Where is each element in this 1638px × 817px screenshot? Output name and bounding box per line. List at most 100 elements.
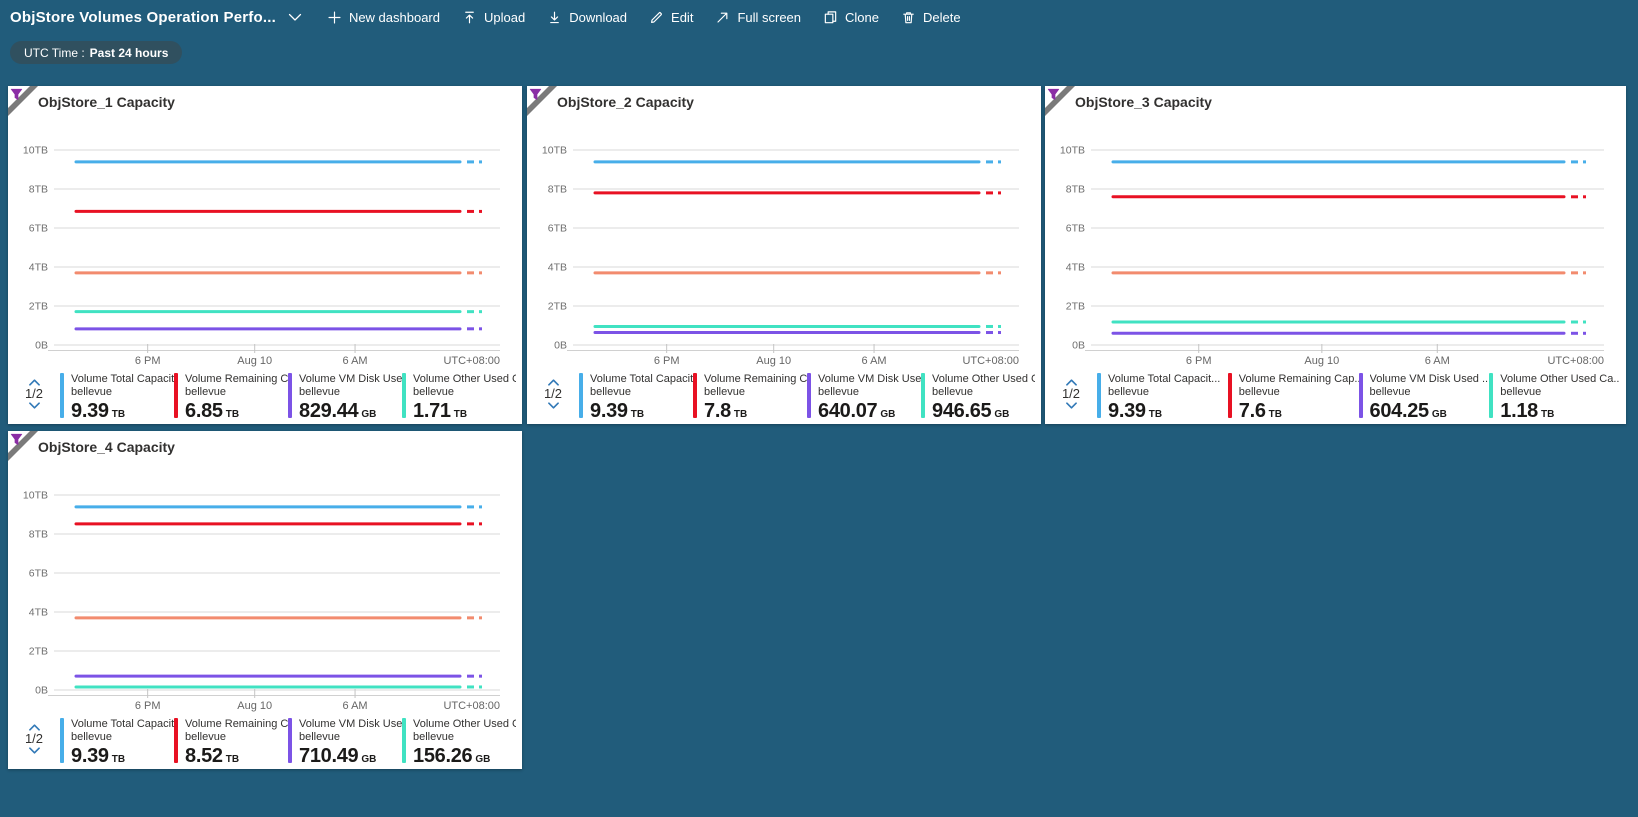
legend-page-up-button[interactable] [27, 723, 42, 732]
legend-item[interactable]: Volume VM Disk Used ... bellevue 710.49 … [288, 718, 402, 768]
legend-item[interactable]: Volume Total Capacit... bellevue 9.39 TB [60, 718, 174, 768]
fullscreen-button[interactable]: Full screen [704, 5, 812, 30]
series-value: 946.65 GB [932, 400, 1035, 423]
series-value: 9.39 TB [1108, 400, 1220, 423]
svg-text:6TB: 6TB [1066, 223, 1085, 235]
series-label: Volume Remaining Cap... [1238, 373, 1359, 385]
legend-item[interactable]: Volume Total Capacit... bellevue 9.39 TB [579, 373, 693, 423]
series-value: 829.44 GB [299, 400, 402, 423]
svg-text:6 AM: 6 AM [343, 355, 368, 367]
series-value: 710.49 GB [299, 745, 402, 768]
series-resource: bellevue [932, 386, 973, 398]
delete-button[interactable]: Delete [890, 5, 972, 30]
time-range-pill[interactable]: UTC Time : Past 24 hours [10, 41, 183, 64]
series-color-bar [60, 373, 64, 418]
series-color-bar [921, 373, 925, 418]
series-value: 640.07 GB [818, 400, 921, 423]
svg-text:4TB: 4TB [1066, 262, 1085, 274]
legend-page-down-button[interactable] [27, 746, 42, 755]
series-resource: bellevue [71, 731, 112, 743]
capacity-chart[interactable]: 10TB 8TB 6TB 4TB 2TB 0B 6 PM Aug 10 6 AM UTC+08:0… [1045, 86, 1626, 370]
series-value: 7.8 TB [704, 400, 807, 423]
legend-text: Volume VM Disk Used ... bellevue 710.49 … [299, 718, 402, 768]
legend-item[interactable]: Volume VM Disk Used ... bellevue 640.07 … [807, 373, 921, 423]
series-color-bar [402, 373, 406, 418]
series-value-unit: GB [475, 754, 491, 765]
filter-funnel-icon [527, 86, 557, 116]
legend-item[interactable]: Volume Remaining Cap... bellevue 8.52 TB [174, 718, 288, 768]
series-value-number: 9.39 [71, 745, 109, 767]
legend-item[interactable]: Volume Other Used Ca... bellevue 1.71 TB [402, 373, 516, 423]
legend-item[interactable]: Volume Remaining Cap... bellevue 7.8 TB [693, 373, 807, 423]
legend-item[interactable]: Volume Other Used Ca... bellevue 946.65 … [921, 373, 1035, 423]
svg-text:0B: 0B [554, 340, 567, 352]
tile-objstore-3[interactable]: ObjStore_4 Capacity 10TB 8TB 6TB 4TB 2TB 0B 6 … [8, 431, 522, 769]
series-resource: bellevue [185, 731, 226, 743]
dashboard-selector[interactable]: ObjStore Volumes Operation Perfo... [10, 9, 302, 26]
series-resource: bellevue [1369, 386, 1411, 398]
series-color-bar [174, 373, 178, 418]
edit-icon [649, 10, 664, 25]
capacity-chart[interactable]: 10TB 8TB 6TB 4TB 2TB 0B 6 PM Aug 10 6 AM UTC+08:0… [8, 431, 522, 715]
legend-item[interactable]: Volume Other Used Ca... bellevue 1.18 TB [1489, 373, 1620, 423]
legend-page-down-button[interactable] [27, 401, 42, 410]
legend-item[interactable]: Volume Remaining Cap... bellevue 7.6 TB [1227, 373, 1359, 423]
series-value-unit: GB [994, 409, 1010, 420]
clone-button[interactable]: Clone [812, 5, 890, 30]
svg-text:Aug 10: Aug 10 [756, 355, 791, 367]
upload-icon [462, 10, 477, 25]
series-value-number: 640.07 [818, 400, 878, 422]
legend-page-down-button[interactable] [1064, 401, 1079, 410]
upload-button[interactable]: Upload [451, 5, 536, 30]
edit-button[interactable]: Edit [638, 5, 704, 30]
svg-text:10TB: 10TB [542, 145, 567, 157]
download-button[interactable]: Download [536, 5, 638, 30]
legend-pager: 1/2 [1045, 373, 1097, 410]
series-value-unit: TB [111, 754, 126, 765]
legend-item[interactable]: Volume Total Capacit... bellevue 9.39 TB [60, 373, 174, 423]
download-icon [547, 10, 562, 25]
svg-text:4TB: 4TB [29, 607, 48, 619]
tile-objstore-2[interactable]: ObjStore_3 Capacity 10TB 8TB 6TB 4TB 2TB 0B 6 … [1045, 86, 1626, 424]
svg-text:Aug 10: Aug 10 [237, 355, 272, 367]
legend-text: Volume Other Used Ca... bellevue 946.65 … [932, 373, 1035, 423]
legend-items: Volume Total Capacit... bellevue 9.39 TB… [1097, 373, 1626, 423]
legend-page-up-button[interactable] [546, 378, 561, 387]
legend-items: Volume Total Capacit... bellevue 9.39 TB… [579, 373, 1041, 423]
series-value-number: 1.71 [413, 400, 451, 422]
series-value: 156.26 GB [413, 745, 516, 768]
svg-text:UTC+08:00: UTC+08:00 [1547, 355, 1604, 367]
legend-page-up-button[interactable] [1064, 378, 1079, 387]
legend-item[interactable]: Volume Remaining Cap... bellevue 6.85 TB [174, 373, 288, 423]
capacity-chart[interactable]: 10TB 8TB 6TB 4TB 2TB 0B 6 PM Aug 10 6 AM UTC+08:0… [527, 86, 1041, 370]
series-value-number: 7.6 [1238, 400, 1266, 422]
svg-text:6TB: 6TB [29, 568, 48, 580]
capacity-chart[interactable]: 10TB 8TB 6TB 4TB 2TB 0B 6 PM Aug 10 6 AM UTC+08:0… [8, 86, 522, 370]
tile-objstore-0[interactable]: ObjStore_1 Capacity 10TB 8TB 6TB 4TB 2TB 0B 6 … [8, 86, 522, 424]
svg-text:6 AM: 6 AM [1425, 355, 1450, 367]
legend-text: Volume VM Disk Used ... bellevue 829.44 … [299, 373, 402, 423]
series-value-number: 6.85 [185, 400, 223, 422]
series-value: 604.25 GB [1370, 400, 1490, 423]
svg-text:8TB: 8TB [29, 529, 48, 541]
svg-text:6 PM: 6 PM [135, 700, 161, 712]
series-label: Volume VM Disk Used ... [299, 718, 402, 730]
new-dashboard-button[interactable]: New dashboard [316, 5, 451, 30]
series-resource: bellevue [299, 386, 340, 398]
legend-text: Volume Remaining Cap... bellevue 7.8 TB [704, 373, 807, 423]
legend-item[interactable]: Volume VM Disk Used ... bellevue 604.25 … [1358, 373, 1490, 423]
legend-item[interactable]: Volume Total Capacit... bellevue 9.39 TB [1097, 373, 1228, 423]
series-resource: bellevue [818, 386, 859, 398]
svg-text:6 PM: 6 PM [654, 355, 680, 367]
legend-item[interactable]: Volume VM Disk Used ... bellevue 829.44 … [288, 373, 402, 423]
tile-objstore-1[interactable]: ObjStore_2 Capacity 10TB 8TB 6TB 4TB 2TB 0B 6 … [527, 86, 1041, 424]
legend-page-down-button[interactable] [546, 401, 561, 410]
series-label: Volume Other Used Ca... [1500, 373, 1620, 385]
svg-text:8TB: 8TB [1066, 184, 1085, 196]
series-color-bar [402, 718, 406, 763]
legend-item[interactable]: Volume Other Used Ca... bellevue 156.26 … [402, 718, 516, 768]
filter-funnel-icon [8, 86, 38, 116]
legend-page-up-button[interactable] [27, 378, 42, 387]
series-value-unit: TB [1540, 409, 1555, 420]
svg-text:Aug 10: Aug 10 [237, 700, 272, 712]
